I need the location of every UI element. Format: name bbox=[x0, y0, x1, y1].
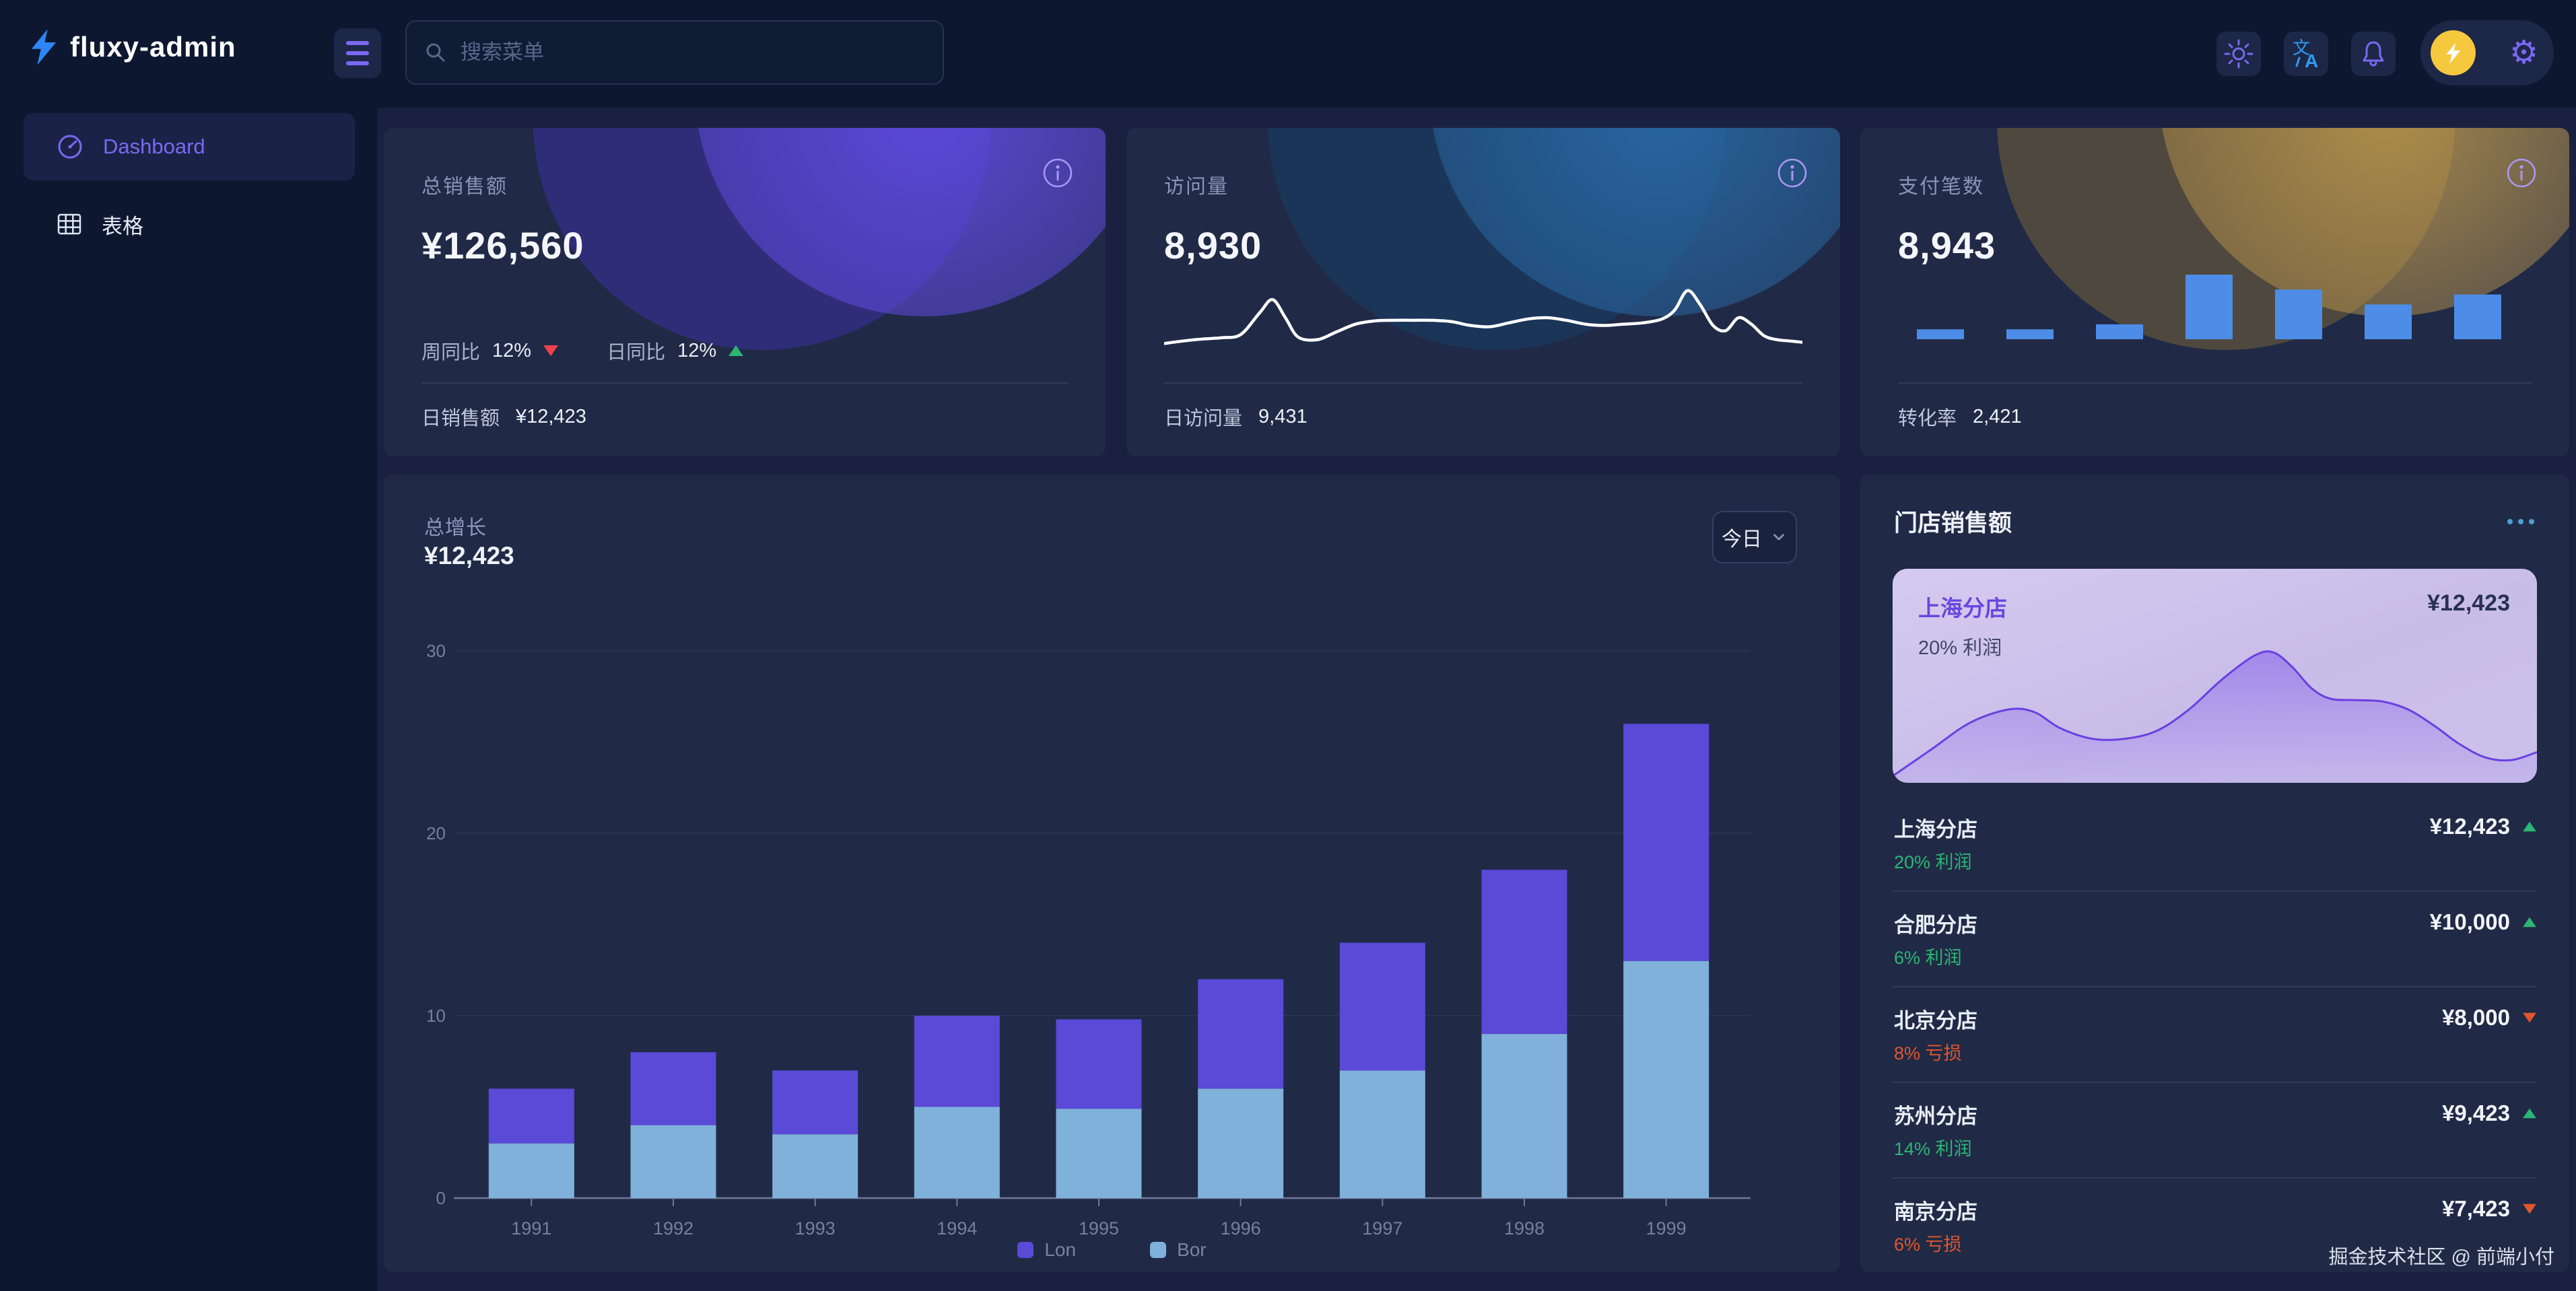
divider bbox=[421, 382, 1068, 384]
store-area-chart bbox=[1893, 650, 2537, 783]
svg-text:20: 20 bbox=[426, 823, 446, 843]
chevron-down-icon bbox=[1773, 534, 1784, 540]
svg-text:A: A bbox=[2305, 50, 2318, 70]
svg-text:1998: 1998 bbox=[1504, 1218, 1545, 1238]
conversion-footer: 转化率 2,421 bbox=[1898, 405, 2022, 430]
notifications-button[interactable] bbox=[2351, 32, 2396, 76]
svg-text:1995: 1995 bbox=[1079, 1218, 1119, 1238]
svg-text:30: 30 bbox=[426, 641, 446, 661]
visits-value: 8,930 bbox=[1164, 224, 1262, 267]
sun-icon bbox=[2224, 39, 2253, 69]
svg-text:1997: 1997 bbox=[1362, 1218, 1402, 1238]
trend-icon bbox=[2523, 1108, 2536, 1119]
community-watermark: 掘金技术社区 @ 前端小付 bbox=[2328, 1247, 2554, 1268]
svg-text:1993: 1993 bbox=[795, 1218, 836, 1238]
svg-text:1991: 1991 bbox=[511, 1218, 551, 1238]
daily-metric: 日同比 12% bbox=[607, 337, 744, 365]
total-sales-card: 总销售额 ¥126,560 周同比 12% 日同比 12% 日销售额 ¥12,4… bbox=[384, 128, 1106, 456]
store-sales-title: 门店销售额 bbox=[1894, 510, 2012, 536]
growth-value: ¥12,423 bbox=[424, 542, 514, 569]
store-row-hefei: 合肥分店 6% 利润 ¥10,000 bbox=[1893, 892, 2537, 987]
trend-icon bbox=[2523, 1012, 2536, 1023]
store-row-shanghai: 上海分店 20% 利润 ¥12,423 bbox=[1893, 796, 2537, 892]
store-row-beijing: 北京分店 8% 亏损 ¥8,000 bbox=[1893, 987, 2537, 1083]
total-growth-card: 总增长 ¥12,423 今日 0 10 20 30 1991 1992 1993 1994 19… bbox=[384, 475, 1840, 1272]
sidebar-item-dashboard[interactable]: Dashboard bbox=[24, 113, 355, 180]
theme-toggle-button[interactable] bbox=[2216, 32, 2261, 76]
sidebar-toggle-button[interactable] bbox=[334, 28, 381, 78]
hamburger-icon bbox=[346, 41, 369, 45]
sidebar-item-table[interactable]: 表格 bbox=[24, 194, 355, 254]
search-input[interactable] bbox=[461, 40, 925, 65]
svg-text:1994: 1994 bbox=[937, 1218, 977, 1238]
featured-store-panel[interactable]: 上海分店 ¥12,423 20% 利润 bbox=[1893, 569, 2537, 783]
legend-marker bbox=[1017, 1242, 1034, 1258]
svg-text:0: 0 bbox=[436, 1188, 446, 1208]
search-icon bbox=[426, 43, 445, 62]
avatar-lightning-icon bbox=[2445, 42, 2461, 63]
trend-down-icon bbox=[543, 345, 559, 356]
divider bbox=[1898, 382, 2532, 384]
user-menu[interactable]: ⚙ bbox=[2420, 20, 2554, 85]
trend-up-icon bbox=[728, 345, 744, 356]
language-switch-button[interactable]: 文 A bbox=[2284, 32, 2328, 76]
bell-icon bbox=[2363, 41, 2384, 67]
sidebar-item-label: Dashboard bbox=[103, 135, 205, 158]
store-sales-card: 门店销售额 上海分店 ¥12,423 20% 利润 上海分店 20% 利润 ¥1… bbox=[1860, 475, 2569, 1272]
svg-text:1996: 1996 bbox=[1221, 1218, 1261, 1238]
card-title: 支付笔数 bbox=[1898, 176, 1984, 198]
trend-icon bbox=[2523, 917, 2536, 928]
payments-minibar-chart bbox=[1917, 275, 2501, 339]
svg-text:10: 10 bbox=[426, 1006, 446, 1026]
svg-text:1999: 1999 bbox=[1646, 1218, 1687, 1238]
featured-store-value: ¥12,423 bbox=[2427, 590, 2510, 616]
translate-icon: 文 A bbox=[2293, 38, 2318, 70]
info-icon[interactable] bbox=[1777, 158, 1808, 188]
store-row-nanjing: 南京分店 6% 亏损 ¥7,423 bbox=[1893, 1179, 2537, 1274]
store-row-suzhou: 苏州分店 14% 利润 ¥9,423 bbox=[1893, 1083, 2537, 1179]
brand-logo: fluxy-admin bbox=[28, 28, 236, 66]
visits-sparkline-chart bbox=[1164, 289, 1802, 345]
menu-search[interactable] bbox=[405, 20, 944, 85]
card-title: 访问量 bbox=[1164, 176, 1229, 198]
chart-legend: Lon Bor bbox=[384, 1239, 1840, 1261]
stacked-bar-chart: 0 10 20 30 1991 1992 1993 1994 1995 1996 1997 1998 1… bbox=[426, 641, 1751, 1238]
svg-text:1992: 1992 bbox=[653, 1218, 693, 1238]
avatar[interactable] bbox=[2431, 30, 2476, 75]
lightning-logo-icon bbox=[31, 29, 57, 65]
legend-marker bbox=[1150, 1242, 1167, 1258]
payments-card: 支付笔数 8,943 转化率 2,421 bbox=[1860, 128, 2569, 456]
settings-gear-icon[interactable]: ⚙ bbox=[2509, 34, 2538, 71]
legend-item-bor[interactable]: Bor bbox=[1150, 1239, 1207, 1261]
sidebar-item-label: 表格 bbox=[102, 214, 143, 238]
table-icon bbox=[57, 213, 81, 235]
date-range-select[interactable]: 今日 bbox=[1712, 511, 1797, 563]
dashboard-gauge-icon bbox=[58, 135, 82, 159]
svg-text:文: 文 bbox=[2293, 38, 2310, 58]
sales-metrics: 周同比 12% 日同比 12% bbox=[421, 337, 744, 365]
daily-visits-footer: 日访问量 9,431 bbox=[1164, 405, 1308, 430]
info-icon[interactable] bbox=[1042, 158, 1073, 188]
trend-icon bbox=[2523, 1203, 2536, 1214]
visits-card: 访问量 8,930 日访问量 9,431 bbox=[1126, 128, 1840, 456]
card-title: 总销售额 bbox=[421, 176, 508, 198]
trend-icon bbox=[2523, 821, 2536, 832]
info-icon[interactable] bbox=[2506, 158, 2537, 188]
more-options-icon[interactable] bbox=[2507, 519, 2534, 524]
divider bbox=[1164, 382, 1802, 384]
store-list: 上海分店 20% 利润 ¥12,423 合肥分店 6% 利润 ¥10,000 北… bbox=[1893, 796, 2537, 1274]
total-sales-value: ¥126,560 bbox=[421, 224, 584, 267]
featured-store-note: 20% 利润 bbox=[1918, 637, 2002, 659]
brand-name: fluxy-admin bbox=[70, 31, 236, 63]
featured-store-name: 上海分店 bbox=[1918, 596, 2007, 621]
legend-item-lon[interactable]: Lon bbox=[1017, 1239, 1076, 1261]
daily-sales-footer: 日销售额 ¥12,423 bbox=[421, 405, 586, 430]
growth-title: 总增长 bbox=[424, 517, 487, 539]
payments-value: 8,943 bbox=[1898, 224, 1996, 267]
weekly-metric: 周同比 12% bbox=[421, 337, 559, 365]
